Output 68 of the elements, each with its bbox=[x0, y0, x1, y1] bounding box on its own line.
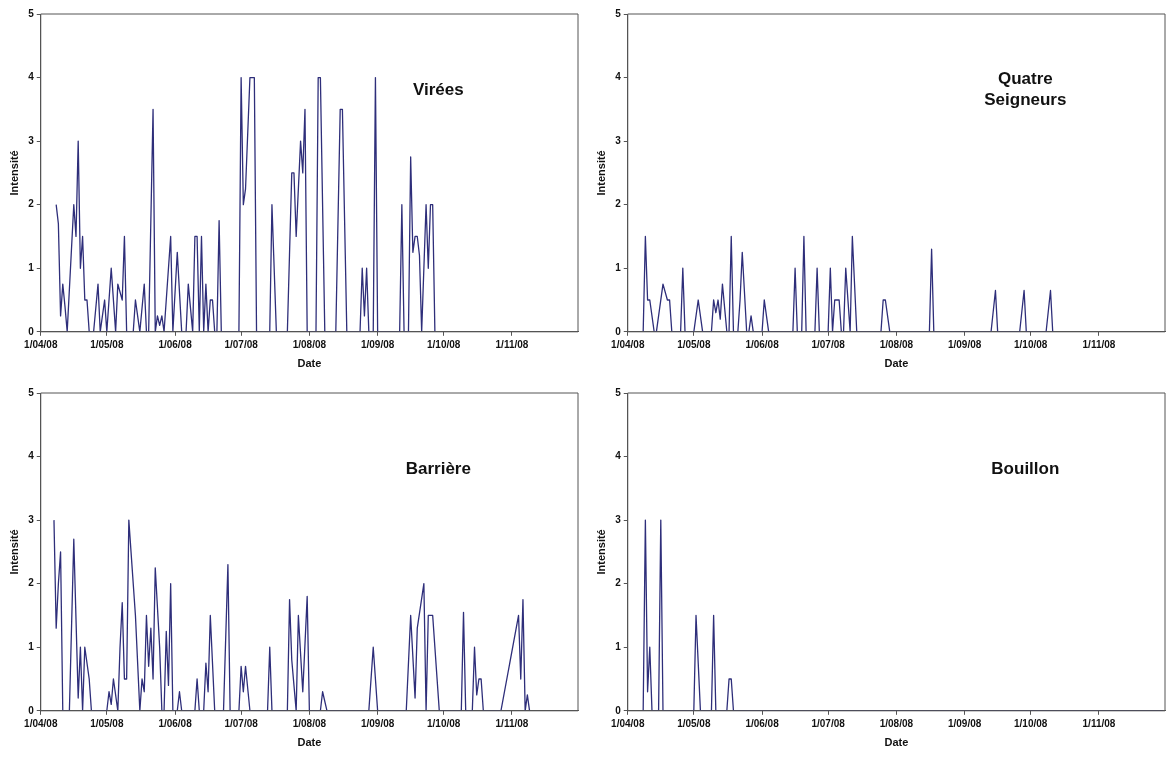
x-tick-label: 1/11/08 bbox=[1082, 717, 1116, 729]
y-axis-title: Intensité bbox=[7, 150, 20, 196]
y-axis-title: Intensité bbox=[7, 529, 20, 575]
y-axis-title: Intensité bbox=[594, 150, 607, 196]
x-tick-label: 1/06/08 bbox=[745, 338, 780, 350]
annotation: Virées bbox=[412, 79, 464, 99]
x-tick-label: 1/05/08 bbox=[677, 338, 711, 350]
y-tick-label: 5 bbox=[28, 386, 35, 398]
x-tick-label: 1/04/08 bbox=[24, 717, 58, 729]
y-tick-label: 1 bbox=[28, 261, 35, 273]
y-tick-label: 3 bbox=[28, 513, 35, 525]
y-tick-label: 0 bbox=[615, 325, 622, 337]
x-tick-label: 1/08/08 bbox=[879, 717, 914, 729]
x-tick-label: 1/07/08 bbox=[224, 338, 259, 350]
y-tick-label: 5 bbox=[28, 7, 35, 19]
y-tick-label: 4 bbox=[615, 71, 622, 83]
y-tick-label: 0 bbox=[28, 704, 35, 716]
x-tick-label: 1/04/08 bbox=[611, 717, 645, 729]
x-tick-label: 1/09/08 bbox=[947, 717, 982, 729]
x-tick-label: 1/11/08 bbox=[495, 338, 529, 350]
x-tick-label: 1/11/08 bbox=[495, 717, 529, 729]
x-tick-label: 1/04/08 bbox=[611, 338, 645, 350]
x-tick-label: 1/07/08 bbox=[811, 338, 846, 350]
x-tick-label: 1/05/08 bbox=[90, 717, 124, 729]
x-tick-label: 1/06/08 bbox=[158, 717, 193, 729]
y-tick-label: 3 bbox=[615, 134, 622, 146]
y-tick-label: 2 bbox=[615, 198, 622, 210]
x-tick-label: 1/10/08 bbox=[427, 338, 461, 350]
x-axis-title: Date bbox=[884, 736, 909, 749]
y-tick-label: 0 bbox=[28, 325, 35, 337]
x-tick-label: 1/10/08 bbox=[1014, 338, 1048, 350]
y-tick-label: 1 bbox=[615, 640, 622, 652]
y-tick-label: 1 bbox=[615, 261, 622, 273]
y-tick-label: 2 bbox=[615, 577, 622, 589]
y-tick-label: 4 bbox=[28, 450, 35, 462]
x-tick-label: 1/10/08 bbox=[1014, 717, 1048, 729]
annotation: Barrière bbox=[405, 458, 471, 478]
x-tick-label: 1/04/08 bbox=[24, 338, 58, 350]
x-tick-label: 1/11/08 bbox=[1082, 338, 1116, 350]
x-axis-title: Date bbox=[297, 736, 322, 749]
annotation: Bouillon bbox=[991, 458, 1060, 478]
y-tick-label: 5 bbox=[615, 7, 622, 19]
y-tick-label: 5 bbox=[615, 386, 622, 398]
x-axis-title: Date bbox=[884, 357, 909, 370]
y-tick-label: 0 bbox=[615, 704, 622, 716]
x-tick-label: 1/10/08 bbox=[427, 717, 461, 729]
y-tick-label: 3 bbox=[28, 134, 35, 146]
y-tick-label: 2 bbox=[28, 198, 35, 210]
x-axis-title: Date bbox=[297, 357, 322, 370]
x-tick-label: 1/08/08 bbox=[879, 338, 914, 350]
x-tick-label: 1/09/08 bbox=[360, 717, 395, 729]
x-tick-label: 1/05/08 bbox=[677, 717, 711, 729]
y-tick-label: 2 bbox=[28, 577, 35, 589]
x-tick-label: 1/09/08 bbox=[360, 338, 395, 350]
x-tick-label: 1/07/08 bbox=[224, 717, 259, 729]
y-tick-label: 1 bbox=[28, 640, 35, 652]
y-tick-label: 4 bbox=[615, 450, 622, 462]
x-tick-label: 1/08/08 bbox=[292, 717, 327, 729]
y-tick-label: 3 bbox=[615, 513, 622, 525]
x-tick-label: 1/09/08 bbox=[947, 338, 982, 350]
annotation: Quatre Seigneurs bbox=[984, 69, 1067, 110]
x-tick-label: 1/07/08 bbox=[811, 717, 846, 729]
x-tick-label: 1/08/08 bbox=[292, 338, 327, 350]
y-tick-label: 4 bbox=[28, 71, 35, 83]
x-tick-label: 1/05/08 bbox=[90, 338, 124, 350]
y-axis-title: Intensité bbox=[594, 529, 607, 575]
x-tick-label: 1/06/08 bbox=[745, 717, 780, 729]
x-tick-label: 1/06/08 bbox=[158, 338, 193, 350]
